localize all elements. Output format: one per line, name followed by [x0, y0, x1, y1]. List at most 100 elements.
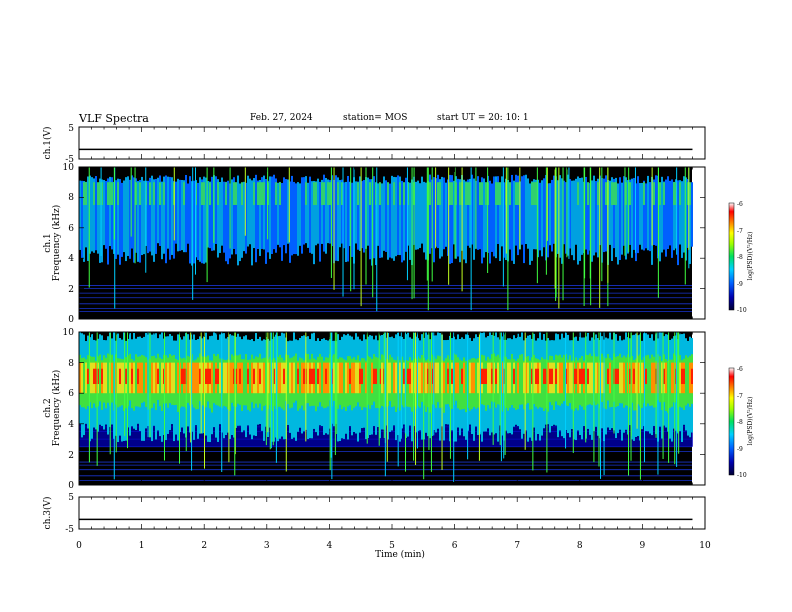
emission-core: [245, 354, 247, 406]
emission-peak-red: [375, 368, 377, 385]
emission-peak-red: [101, 368, 103, 385]
noise-floor: [161, 441, 163, 447]
emission-column: [455, 176, 457, 259]
emission-peak: [291, 362, 293, 394]
emission-column: [513, 180, 515, 264]
emission-peak: [365, 362, 367, 394]
emission-peak-red: [373, 368, 375, 385]
emission-column: [165, 175, 167, 264]
ch1-voltage-ytick-max: 5: [68, 124, 74, 134]
emission-column: [621, 182, 623, 255]
emission-column: [79, 180, 81, 250]
emission-column: [445, 182, 447, 247]
emission-core: [605, 182, 607, 205]
emission-core: [391, 357, 393, 408]
emission-peak: [347, 362, 349, 394]
emission-column: [481, 177, 483, 264]
emission-peak: [497, 362, 499, 394]
noise-floor: [513, 426, 515, 447]
emission-peak-red: [253, 368, 255, 385]
emission-core: [529, 360, 531, 410]
emission-column: [565, 182, 567, 254]
emission-peak: [559, 362, 561, 394]
emission-column: [623, 176, 625, 246]
ch2-colorbar-gradient: [728, 367, 735, 476]
emission-peak: [223, 362, 225, 394]
emission-peak: [469, 362, 471, 394]
emission-peak-red: [137, 368, 139, 385]
noise-floor: [665, 427, 667, 447]
emission-column: [423, 181, 425, 253]
emission-column: [691, 182, 693, 247]
noise-floor: [667, 431, 669, 447]
emission-column: [557, 180, 559, 254]
emission-peak: [473, 362, 475, 394]
emission-peak: [457, 362, 459, 394]
emission-peak-red: [309, 368, 311, 385]
emission-column: [367, 177, 369, 246]
ch1-ytick-4: 4: [68, 254, 74, 264]
noise-floor: [529, 437, 531, 447]
emission-peak: [517, 362, 519, 394]
emission-core: [387, 182, 389, 205]
noise-floor: [409, 425, 411, 447]
emission-core: [367, 355, 369, 405]
emission-column: [493, 176, 495, 257]
emission-column: [237, 175, 239, 266]
emission-column: [685, 177, 687, 261]
emission-peak: [671, 362, 673, 394]
emission-core: [343, 359, 345, 407]
emission-peak: [89, 362, 91, 394]
emission-peak-red: [579, 368, 581, 385]
xtick-label-3: 3: [264, 541, 270, 551]
emission-peak-red: [239, 368, 241, 385]
emission-peak: [443, 362, 445, 394]
emission-peak-red: [451, 368, 453, 385]
emission-peak-red: [313, 368, 315, 385]
noise-floor: [149, 436, 151, 447]
emission-column: [641, 182, 643, 250]
emission-peak: [237, 362, 239, 394]
ch1-cb-tick-7: -7: [737, 228, 743, 235]
emission-peak-red: [297, 368, 299, 385]
ch1-voltage-frame: [78, 126, 706, 160]
noise-floor: [477, 435, 479, 447]
emission-column: [443, 177, 445, 250]
noise-floor: [635, 437, 637, 447]
noise-floor: [619, 429, 621, 447]
noise-floor: [313, 428, 315, 447]
emission-core: [377, 357, 379, 408]
emission-peak: [333, 362, 335, 394]
noise-floor: [411, 441, 413, 447]
noise-floor: [687, 435, 689, 447]
emission-column: [631, 178, 633, 258]
emission-peak-red: [359, 368, 361, 385]
emission-core: [505, 357, 507, 408]
emission-column: [399, 176, 401, 256]
emission-core: [689, 182, 691, 205]
noise-floor: [589, 434, 591, 447]
noise-floor: [569, 437, 571, 447]
emission-column: [187, 183, 189, 244]
emission-peak: [91, 362, 93, 394]
emission-column: [105, 180, 107, 249]
ch1-cb-tick-10: -10: [737, 307, 747, 314]
emission-peak-red: [207, 368, 209, 385]
emission-peak: [155, 362, 157, 394]
noise-floor: [373, 426, 375, 447]
noise-floor: [257, 424, 259, 447]
emission-core: [613, 182, 615, 205]
ch1-frequency-label: Frequency (kHz): [51, 205, 62, 282]
noise-floor: [493, 434, 495, 447]
emission-column: [381, 183, 383, 258]
emission-peak: [165, 362, 167, 394]
emission-column: [215, 176, 217, 244]
emission-core: [321, 356, 323, 407]
emission-column: [281, 183, 283, 261]
noise-floor: [151, 441, 153, 447]
emission-peak: [225, 362, 227, 394]
noise-floor: [169, 430, 171, 447]
emission-column: [615, 177, 617, 258]
noise-floor: [325, 433, 327, 447]
emission-core: [407, 182, 409, 205]
